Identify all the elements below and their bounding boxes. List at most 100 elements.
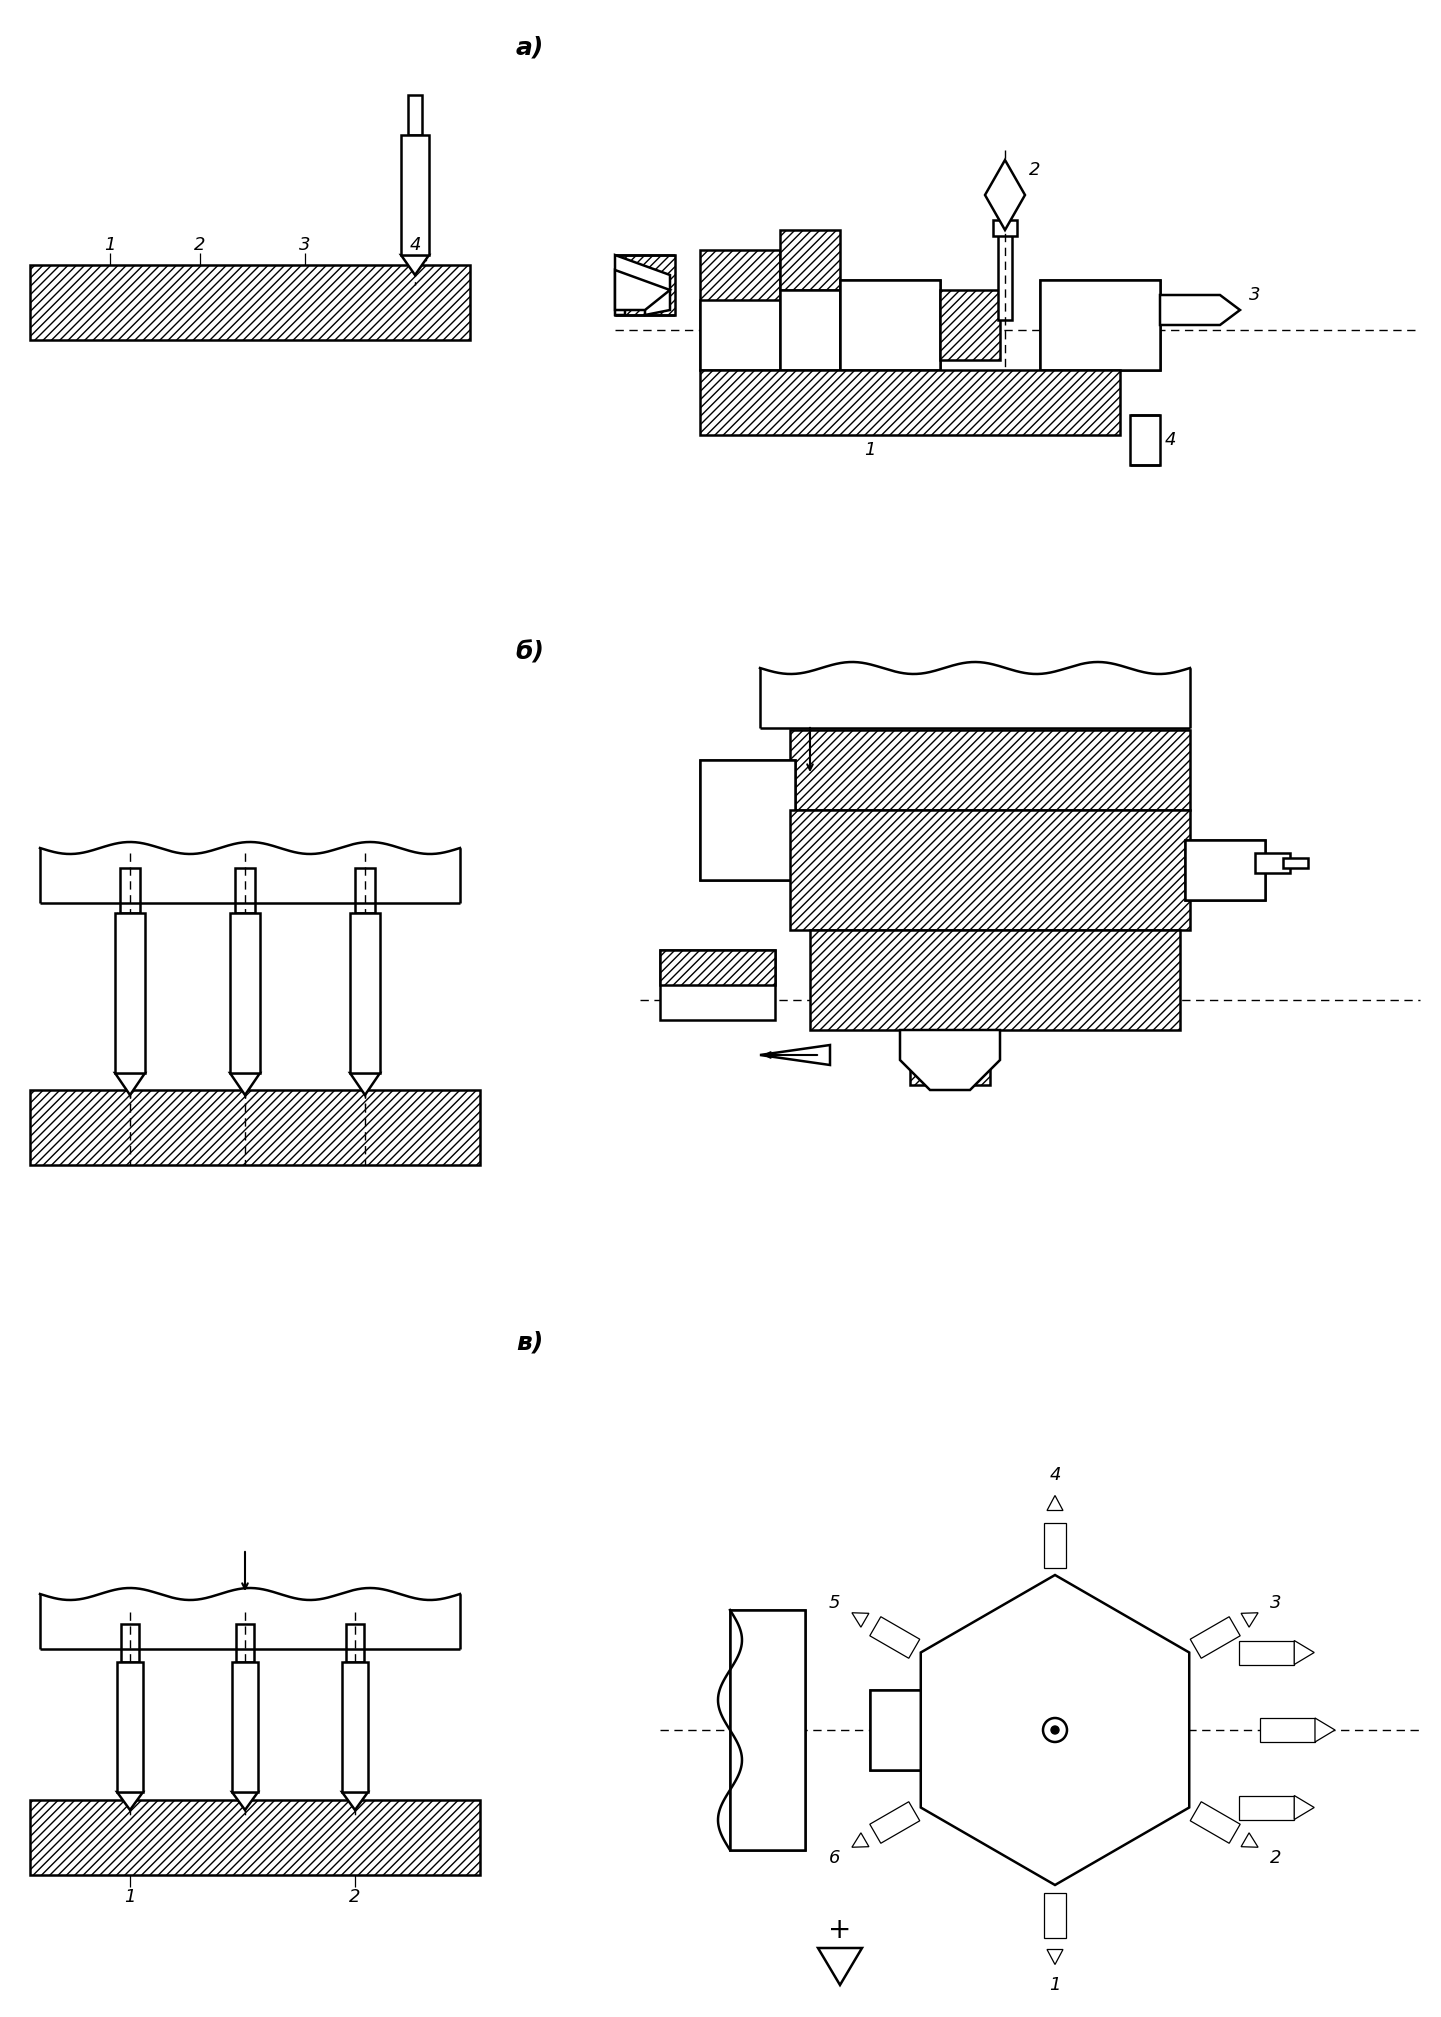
Bar: [731, 1610, 806, 1850]
Polygon shape: [231, 1073, 259, 1095]
Bar: [1239, 1640, 1294, 1664]
Bar: [780, 230, 840, 290]
Bar: [235, 867, 255, 914]
Polygon shape: [1190, 1801, 1241, 1844]
Polygon shape: [1160, 294, 1241, 325]
Text: в): в): [516, 1329, 543, 1353]
Text: 3: 3: [1270, 1593, 1281, 1612]
Bar: [120, 867, 140, 914]
Bar: [993, 220, 1017, 236]
Bar: [840, 280, 940, 369]
Bar: [121, 1624, 138, 1662]
Bar: [810, 930, 1180, 1031]
Bar: [30, 1089, 480, 1166]
Bar: [700, 301, 780, 369]
Polygon shape: [401, 135, 429, 254]
Bar: [1185, 839, 1265, 900]
Bar: [1282, 857, 1308, 867]
Polygon shape: [852, 1833, 869, 1848]
Bar: [790, 730, 1190, 811]
Text: б): б): [516, 639, 545, 664]
Polygon shape: [401, 254, 429, 274]
Text: 4: 4: [1164, 432, 1176, 450]
Polygon shape: [615, 270, 670, 311]
Polygon shape: [350, 914, 380, 1073]
Bar: [354, 867, 375, 914]
Text: 2: 2: [349, 1888, 360, 1906]
Polygon shape: [1316, 1718, 1334, 1743]
Polygon shape: [870, 1618, 919, 1658]
Text: 1: 1: [1049, 1977, 1061, 1995]
Polygon shape: [232, 1662, 258, 1791]
Bar: [700, 369, 1120, 436]
Polygon shape: [986, 159, 1025, 230]
Bar: [30, 264, 470, 341]
Polygon shape: [1043, 1892, 1066, 1938]
Bar: [870, 1690, 955, 1771]
Bar: [1239, 1795, 1294, 1819]
Text: 3: 3: [1249, 286, 1261, 305]
Bar: [999, 230, 1012, 321]
Bar: [615, 254, 674, 315]
Circle shape: [1050, 1727, 1059, 1735]
Text: 3: 3: [300, 236, 311, 254]
Text: 1: 1: [865, 442, 876, 460]
Text: 2: 2: [195, 236, 206, 254]
Polygon shape: [1294, 1795, 1314, 1819]
Bar: [700, 760, 795, 879]
Polygon shape: [1048, 1950, 1063, 1965]
Polygon shape: [350, 1073, 380, 1095]
Bar: [1259, 1718, 1316, 1743]
Polygon shape: [231, 914, 259, 1073]
Polygon shape: [901, 1031, 1000, 1089]
Polygon shape: [955, 1704, 980, 1755]
Polygon shape: [759, 1045, 830, 1065]
Bar: [870, 1690, 955, 1771]
Polygon shape: [921, 1575, 1189, 1886]
Bar: [700, 250, 780, 369]
Bar: [408, 95, 422, 135]
Text: 1: 1: [104, 236, 115, 254]
Bar: [911, 1035, 990, 1085]
Bar: [1040, 280, 1160, 369]
Text: +: +: [829, 1916, 852, 1944]
Polygon shape: [870, 1801, 919, 1844]
Polygon shape: [117, 1662, 143, 1791]
Text: 4: 4: [1049, 1466, 1061, 1485]
Bar: [1130, 416, 1160, 466]
Bar: [1185, 839, 1265, 900]
Bar: [30, 1799, 480, 1876]
Bar: [700, 760, 795, 879]
Text: 1: 1: [124, 1888, 135, 1906]
Polygon shape: [342, 1662, 367, 1791]
Polygon shape: [117, 1791, 143, 1809]
Polygon shape: [115, 914, 146, 1073]
Text: 2: 2: [1029, 161, 1040, 180]
Polygon shape: [342, 1791, 367, 1809]
Polygon shape: [1241, 1614, 1258, 1628]
Bar: [236, 1624, 254, 1662]
Polygon shape: [232, 1791, 258, 1809]
Bar: [1255, 853, 1290, 873]
Text: 5: 5: [829, 1593, 840, 1612]
Bar: [780, 290, 840, 369]
Polygon shape: [115, 1073, 146, 1095]
Polygon shape: [1190, 1618, 1241, 1658]
Bar: [840, 280, 940, 369]
Bar: [790, 811, 1190, 930]
Polygon shape: [1048, 1495, 1063, 1511]
Bar: [346, 1624, 365, 1662]
Text: а): а): [516, 34, 545, 58]
Text: 4: 4: [409, 236, 421, 254]
Text: 6: 6: [829, 1848, 840, 1866]
Bar: [940, 290, 1000, 359]
Bar: [660, 950, 775, 1021]
Polygon shape: [852, 1614, 869, 1628]
Bar: [660, 950, 775, 984]
Bar: [1040, 280, 1160, 369]
Polygon shape: [1294, 1640, 1314, 1664]
Polygon shape: [818, 1948, 862, 1985]
Text: 2: 2: [1270, 1848, 1281, 1866]
Polygon shape: [1241, 1833, 1258, 1848]
Polygon shape: [615, 254, 670, 315]
